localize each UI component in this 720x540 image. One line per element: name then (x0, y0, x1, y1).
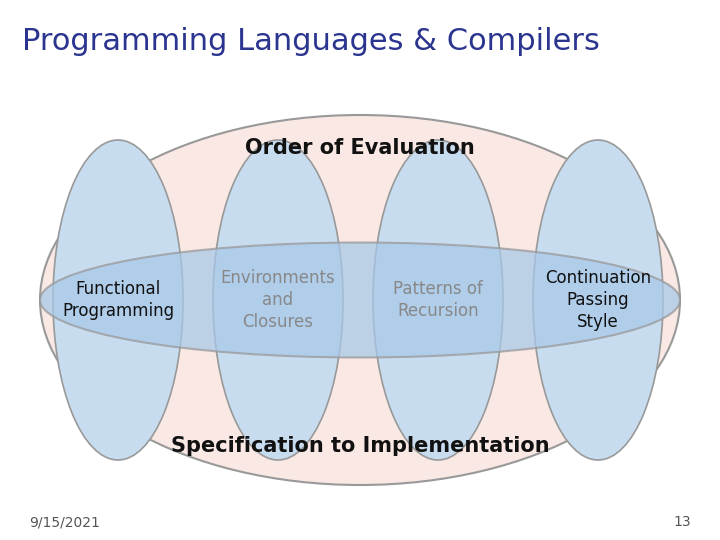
Text: Functional
Programming: Functional Programming (62, 280, 174, 320)
Text: 13: 13 (674, 515, 691, 529)
Text: Environments
and
Closures: Environments and Closures (220, 269, 336, 331)
Text: Programming Languages & Compilers: Programming Languages & Compilers (22, 27, 600, 56)
Text: Order of Evaluation: Order of Evaluation (245, 138, 475, 158)
Text: 9/15/2021: 9/15/2021 (29, 515, 99, 529)
Ellipse shape (40, 242, 680, 357)
Text: Continuation
Passing
Style: Continuation Passing Style (545, 269, 651, 331)
Ellipse shape (213, 140, 343, 460)
Text: Specification to Implementation: Specification to Implementation (171, 436, 549, 456)
Ellipse shape (53, 140, 183, 460)
Ellipse shape (533, 140, 663, 460)
Ellipse shape (40, 115, 680, 485)
Ellipse shape (373, 140, 503, 460)
Text: Patterns of
Recursion: Patterns of Recursion (393, 280, 483, 320)
